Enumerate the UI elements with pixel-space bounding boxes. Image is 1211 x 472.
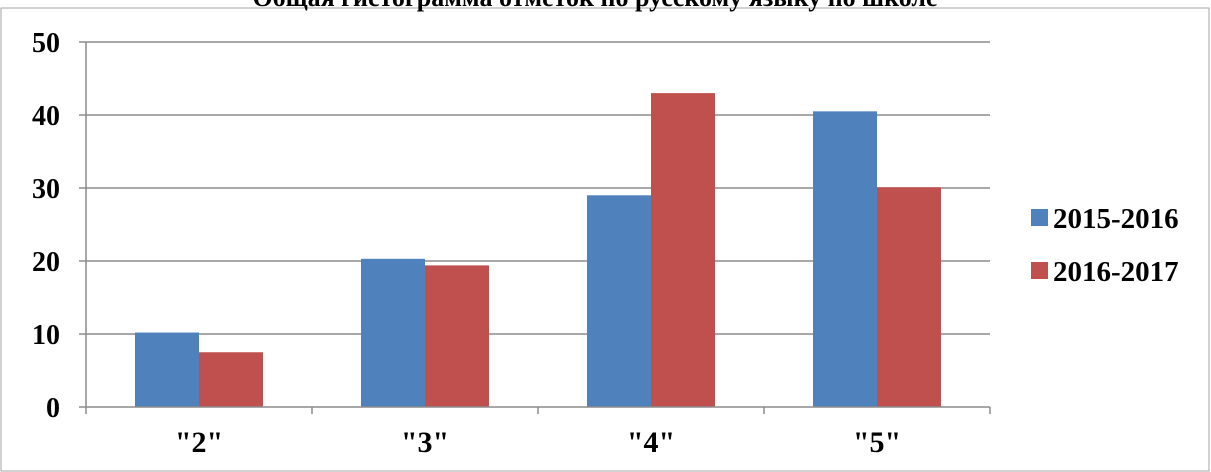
bar-2015-2016-2 xyxy=(587,195,651,407)
x-tick-label: "5" xyxy=(853,426,901,459)
x-tick-labels: "2" "3" "4" "5" xyxy=(175,426,901,459)
legend-swatch xyxy=(1031,262,1048,279)
y-tick-label: 40 xyxy=(32,101,60,132)
bar-2016-2017-2 xyxy=(651,93,715,407)
axes xyxy=(79,41,991,414)
bar-2016-2017-3 xyxy=(877,187,941,407)
bars xyxy=(135,93,941,407)
legend-label: 2015-2016 xyxy=(1053,203,1179,235)
x-tick-label: "4" xyxy=(627,426,675,459)
x-tick-label: "2" xyxy=(175,426,223,459)
legend-label: 2016-2017 xyxy=(1053,256,1179,288)
bar-2016-2017-0 xyxy=(199,352,263,407)
legend-swatch xyxy=(1031,209,1048,226)
legend: 2015-2016 2016-2017 xyxy=(1031,203,1179,288)
y-tick-label: 10 xyxy=(32,320,60,351)
bar-2015-2016-1 xyxy=(361,258,425,407)
bar-2015-2016-3 xyxy=(813,111,877,407)
y-tick-label: 30 xyxy=(32,174,60,205)
bar-2016-2017-1 xyxy=(425,265,489,407)
bar-2015-2016-0 xyxy=(135,332,199,407)
y-tick-label: 20 xyxy=(32,247,60,278)
y-tick-labels: 0 10 20 30 40 50 xyxy=(32,28,60,424)
y-tick-label: 0 xyxy=(46,393,60,424)
chart-title: Общая гистограмма отметок по русскому яз… xyxy=(252,0,937,12)
x-tick-label: "3" xyxy=(401,426,449,459)
y-tick-label: 50 xyxy=(32,28,60,59)
